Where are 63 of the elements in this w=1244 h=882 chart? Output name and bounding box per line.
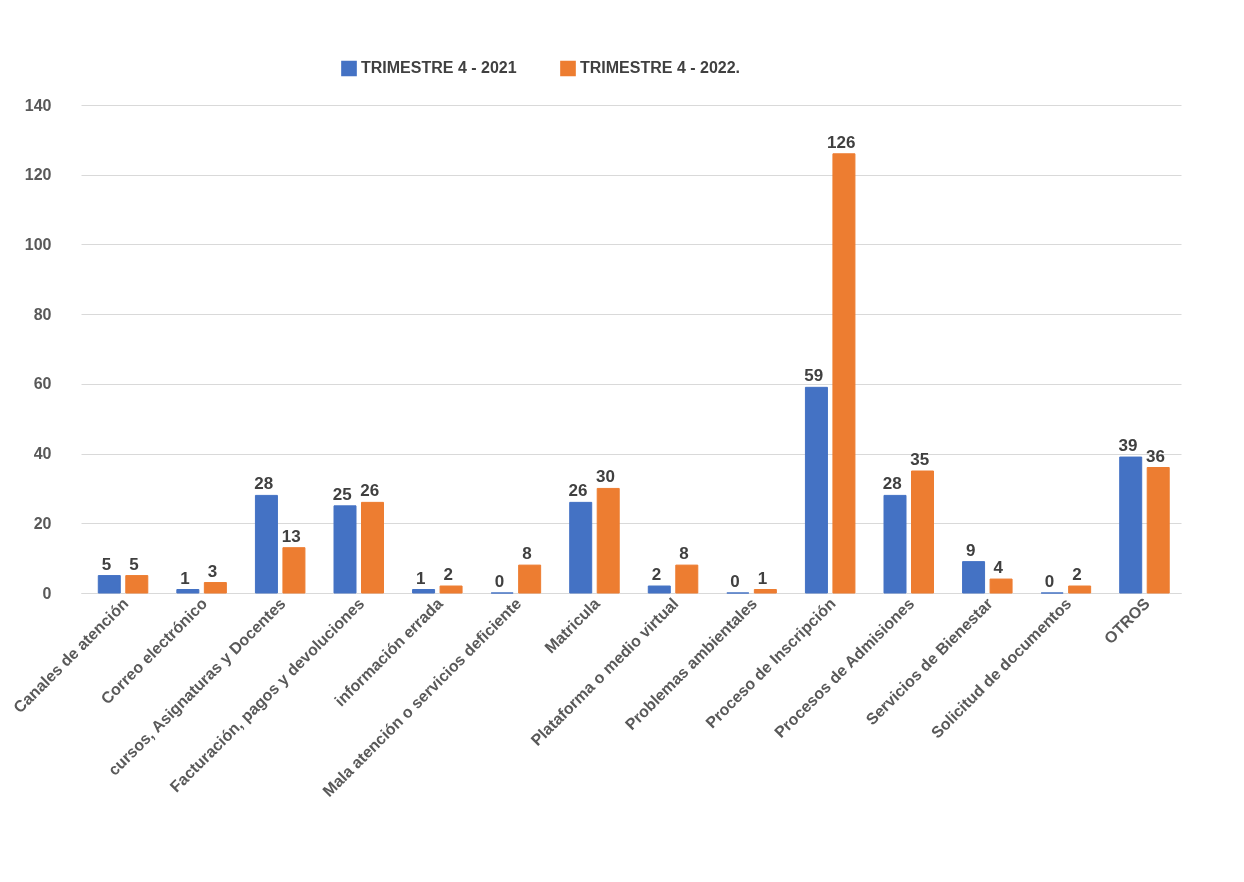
legend-label: TRIMESTRE 4 - 2022. (580, 59, 741, 77)
bar (282, 547, 306, 594)
bar (647, 585, 671, 594)
bar (97, 575, 121, 594)
y-tick-label: 100 (24, 235, 52, 253)
y-tick-label: 0 (42, 584, 52, 602)
data-label: 35 (910, 450, 930, 469)
bar (1119, 456, 1143, 594)
bar (753, 589, 777, 594)
bar (596, 487, 620, 594)
bar (439, 585, 463, 594)
y-tick-label: 20 (33, 514, 52, 532)
data-label: 4 (993, 558, 1004, 578)
data-label: 59 (804, 366, 824, 386)
bar (962, 561, 986, 594)
bar (1068, 585, 1092, 594)
bar (911, 470, 934, 594)
data-label: 13 (281, 526, 301, 546)
bar (125, 575, 149, 594)
data-label: 36 (1146, 446, 1165, 466)
data-label: 1 (757, 568, 768, 588)
data-label: 8 (679, 544, 689, 564)
data-label: 1 (180, 568, 190, 588)
y-tick-label: 140 (24, 96, 52, 114)
data-label: 2 (443, 565, 454, 585)
bar (176, 589, 200, 594)
bar (361, 501, 384, 594)
data-label: 26 (568, 481, 588, 501)
data-label: 126 (826, 132, 856, 152)
data-label: 2 (1072, 565, 1082, 585)
data-label: 1 (416, 568, 426, 588)
data-label: 2 (651, 565, 662, 585)
data-label: 25 (332, 484, 352, 504)
bar (254, 494, 278, 594)
bar (333, 505, 357, 594)
bar (518, 564, 542, 594)
bar (203, 582, 227, 594)
data-label: 28 (882, 474, 902, 494)
data-label: 5 (129, 554, 139, 574)
data-label: 0 (730, 572, 740, 591)
data-label: 5 (101, 554, 112, 574)
bar (1146, 467, 1170, 594)
data-label: 39 (1118, 436, 1138, 456)
bar (989, 578, 1013, 594)
data-label: 0 (494, 572, 505, 591)
y-tick-label: 40 (33, 445, 52, 463)
bar (804, 386, 828, 594)
bar (569, 501, 593, 594)
data-label: 3 (207, 561, 218, 581)
data-label: 30 (596, 467, 615, 487)
data-label: 8 (522, 544, 532, 564)
data-label: 9 (966, 540, 976, 560)
data-label: 26 (360, 481, 380, 501)
bar (412, 589, 436, 594)
y-tick-label: 120 (24, 166, 52, 184)
bar (675, 564, 699, 594)
y-tick-label: 80 (33, 305, 52, 323)
bar (832, 153, 856, 594)
legend-label: TRIMESTRE 4 - 2021 (361, 59, 517, 77)
data-label: 28 (254, 474, 274, 494)
data-label: 0 (1044, 572, 1055, 591)
bar (883, 494, 907, 594)
y-tick-label: 60 (33, 375, 52, 393)
